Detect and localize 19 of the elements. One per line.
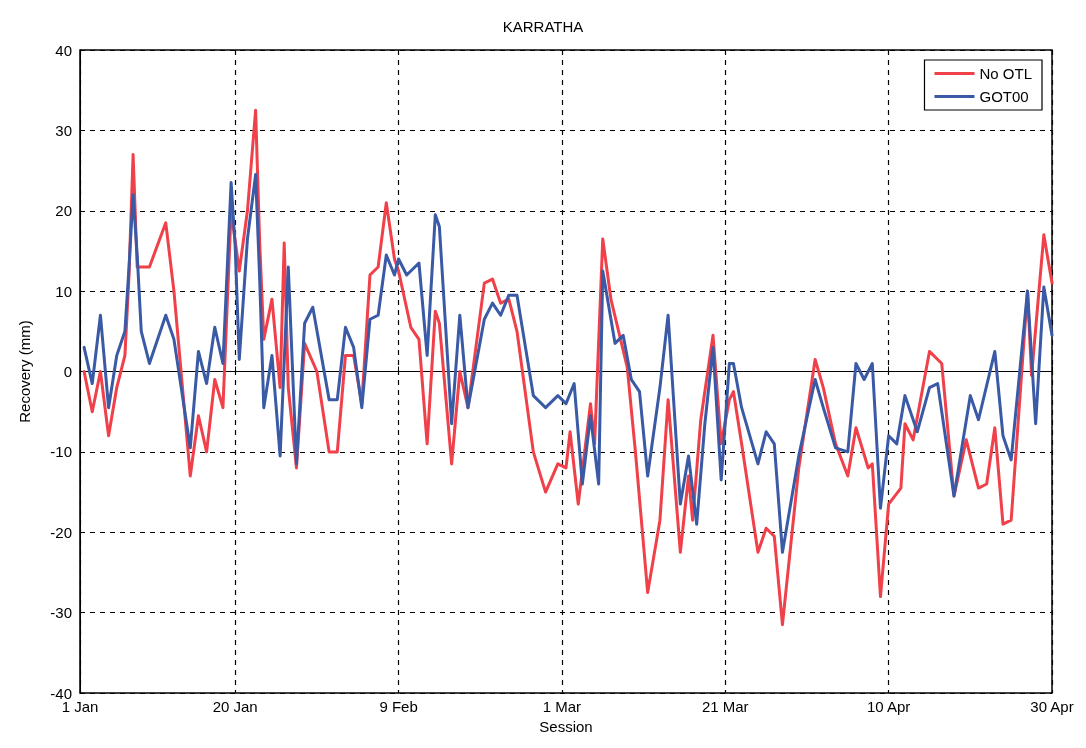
legend-label: No OTL (979, 65, 1032, 82)
x-tick-label: 20 Jan (212, 698, 258, 715)
y-tick-label: 0 (63, 363, 72, 380)
y-tick-label: -30 (50, 604, 72, 622)
y-tick-label: 30 (55, 121, 72, 139)
legend-label: GOT00 (979, 88, 1029, 105)
x-tick-label: 30 Apr (1030, 698, 1074, 715)
x-tick-label: 10 Apr (866, 698, 911, 715)
y-tick-label: 40 (55, 41, 72, 59)
y-tick-label: 20 (55, 202, 72, 220)
y-tick-label: -20 (50, 523, 72, 541)
x-tick-label: 21 Mar (701, 698, 749, 715)
y-tick-label: -10 (50, 443, 72, 461)
y-tick-label: 10 (55, 282, 72, 300)
chart-title: KARRATHA (502, 18, 584, 35)
x-tick-label: 9 Feb (379, 698, 418, 715)
x-axis-title: Session (539, 718, 593, 735)
x-tick-label: 1 Mar (542, 698, 582, 715)
y-axis-title: Recovery (mm) (16, 320, 33, 423)
